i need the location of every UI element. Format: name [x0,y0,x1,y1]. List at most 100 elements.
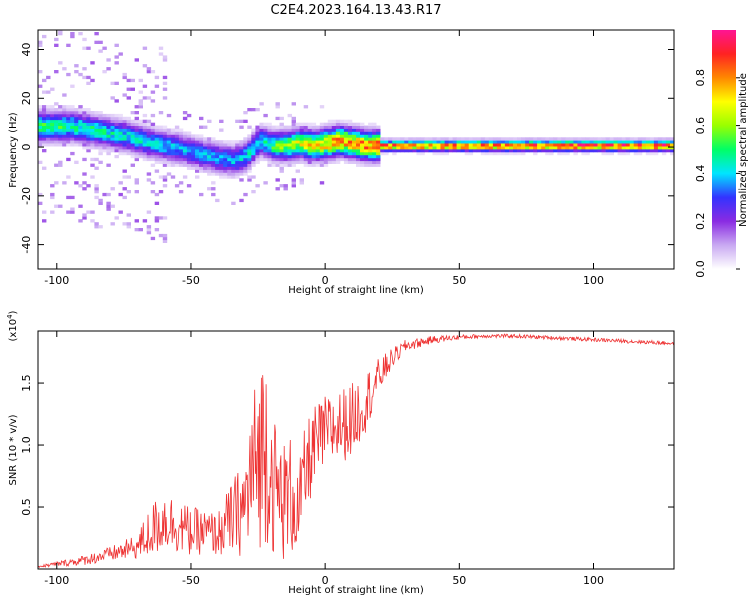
spectrogram-cell [154,149,160,153]
spectrogram-cell [58,131,63,135]
spectrogram-cell [243,157,248,162]
spectrogram-cell [207,187,212,191]
spectrogram-cell [307,146,313,150]
spectrogram-cell [352,160,357,164]
spectrogram-cell [307,151,313,156]
spectrogram-cell [452,137,457,141]
spectrogram-cell [521,143,526,147]
spectrogram-cell [199,143,204,147]
spectrogram-cell [271,146,276,150]
spectrogram-cell [352,128,357,132]
spectrogram-cell [146,231,152,235]
spectrogram-cell [86,108,91,112]
spectrogram-cell [38,111,43,115]
spectrogram-cell [142,64,148,68]
spectrogram-cell [126,143,131,147]
spectrogram-cell [66,122,71,126]
spectrogram-cell [182,111,188,115]
spectrogram-cell [223,175,228,179]
spectrogram-cell [641,149,647,153]
spectrogram-cell [235,154,240,159]
spectrogram-cell [186,160,192,164]
spectrogram-cell [154,131,160,135]
spectrogram-cell [215,151,220,156]
spectrogram-cell [331,137,337,141]
spectrogram-cell [565,140,570,144]
spectrogram-cell [146,134,152,138]
spectrogram-cell [94,195,99,200]
spectrogram-cell [114,143,119,147]
spectrogram-cell [154,75,160,80]
spectrogram-cell [247,151,252,156]
spectrogram-cell [90,143,95,147]
spectrogram-cell [319,163,325,167]
spectrogram-cell [138,102,143,106]
spectrogram-cell [106,146,111,150]
spectrogram-cell [412,149,417,153]
spectrogram-cell [50,116,55,121]
spectrogram-cell [243,140,248,144]
spectrogram-cell [255,184,260,188]
spectrogram-cell [54,108,59,112]
spectrogram-cell [617,137,622,141]
spectrogram-cell [239,178,244,182]
spectrogram-cell [118,181,123,185]
spectrogram-cell [186,146,192,150]
spectrogram-cell [58,30,63,33]
spectrogram-cell [90,122,95,126]
spectrogram-cell [211,154,216,159]
spectrogram-cell [331,134,337,138]
spectrogram-cell [541,140,546,144]
spectrogram-cell [90,128,95,132]
spectrogram-cell [62,137,67,141]
spectrogram-cell [303,140,309,144]
spectrogram-cell [255,143,260,147]
spectrogram-cell [98,125,103,129]
spectrogram-cell [291,154,296,159]
spectrogram-cell [267,134,272,138]
spectrogram-cell [178,146,184,150]
snr-series-line [38,333,674,569]
spectrogram-cell [271,128,276,132]
spectrogram-cell [138,131,143,135]
spectrogram-cell [134,181,139,185]
spectrogram-cell [247,140,252,144]
spectrogram-cell [239,154,244,159]
spectrogram-cell [134,143,139,147]
spectrogram-cell [670,146,674,150]
spectrogram-cell [199,157,204,162]
spectrogram-cell [271,140,276,144]
spectrogram-cell [211,146,216,150]
spectrogram-cell [384,151,389,156]
spectrogram-cell [569,146,574,150]
spectrogram-cell [191,151,196,156]
spectrogram-cell [42,125,47,129]
spectrogram-cell [392,137,397,141]
spectrogram-cell [263,113,268,118]
spectrogram-cell [319,149,325,153]
spectrogram-cell [392,151,397,156]
spectrogram-cell [162,216,168,220]
spectrogram-cell [211,157,216,162]
spectrogram-cell [545,137,550,141]
spectrogram-cell [299,134,304,138]
spectrogram-cell [343,131,349,135]
colorbar-tick-label: 0.4 [694,165,707,183]
spectrogram-cell [154,137,160,141]
spectrogram-cell [605,137,610,141]
spectrogram-cell [98,160,103,164]
spectrogram-cell [347,157,353,162]
spectrogram-cell [58,61,63,65]
spectrogram-cell [327,140,333,144]
spectrogram-cell [621,140,627,144]
spectrogram-cell [472,149,478,153]
spectrogram-cell [472,143,478,147]
spectrogram-cell [118,210,123,214]
spectrogram-cell [343,149,349,153]
spectrogram-cell [380,137,385,141]
spectrogram-cell [247,137,252,141]
spectrogram-cell [122,146,127,150]
spectrogram-cell [146,157,152,162]
spectrogram-cell [283,154,288,159]
spectrogram-cell [504,149,510,153]
